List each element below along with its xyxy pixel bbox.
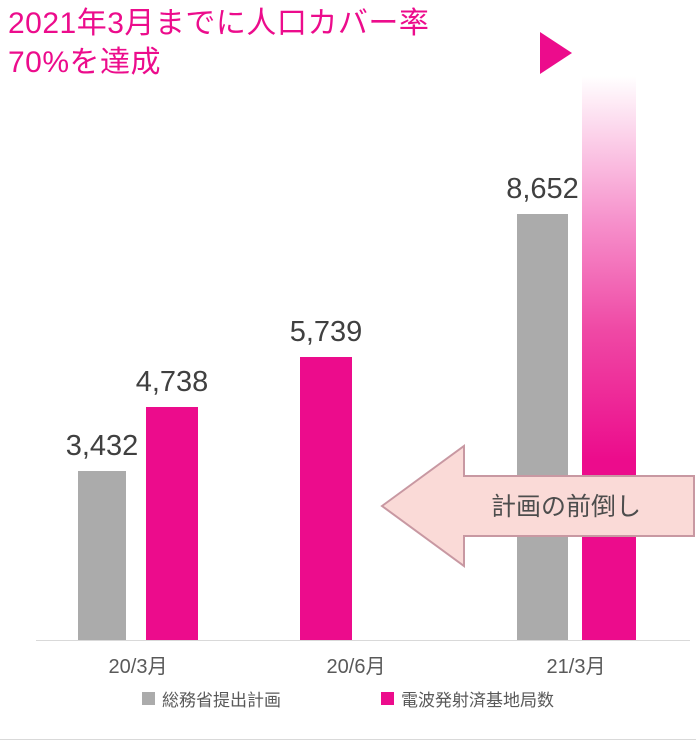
page-title-line1: 2021年3月までに人口カバー率 bbox=[8, 7, 430, 40]
chart-legend: 総務省提出計画 電波発射済基地局数 bbox=[0, 686, 696, 711]
chart-bar bbox=[517, 214, 568, 640]
legend-label-plan: 総務省提出計画 bbox=[162, 691, 281, 710]
arrow-label: 計画の前倒し bbox=[491, 493, 641, 521]
arrow-shape bbox=[380, 444, 695, 568]
legend-label-actual: 電波発射済基地局数 bbox=[401, 691, 554, 710]
annotation-arrow: 計画の前倒し bbox=[380, 444, 695, 568]
bar-value-label: 4,738 bbox=[135, 366, 209, 398]
page-title: 2021年3月までに人口カバー率 70%を達成 bbox=[8, 4, 429, 82]
legend-swatch-pink bbox=[381, 692, 394, 705]
legend-item-plan: 総務省提出計画 bbox=[142, 686, 281, 711]
chart-bar bbox=[146, 407, 198, 640]
right-triangle-icon bbox=[540, 32, 572, 74]
category-label: 21/3月 bbox=[546, 656, 606, 678]
chart-bar-gradient bbox=[582, 76, 636, 640]
page-title-line2: 70%を達成 bbox=[8, 46, 162, 79]
category-label: 20/3月 bbox=[108, 656, 168, 678]
chart-bar bbox=[300, 357, 352, 640]
chart-bar bbox=[78, 471, 126, 640]
legend-swatch-gray bbox=[142, 692, 155, 705]
bottom-divider bbox=[0, 739, 696, 740]
bar-value-label: 5,739 bbox=[289, 316, 363, 348]
bar-value-label: 3,432 bbox=[65, 430, 139, 462]
x-axis-line bbox=[36, 640, 690, 641]
legend-item-actual: 電波発射済基地局数 bbox=[381, 686, 554, 711]
category-label: 20/6月 bbox=[326, 656, 386, 678]
bar-value-label: 8,652 bbox=[506, 173, 579, 205]
